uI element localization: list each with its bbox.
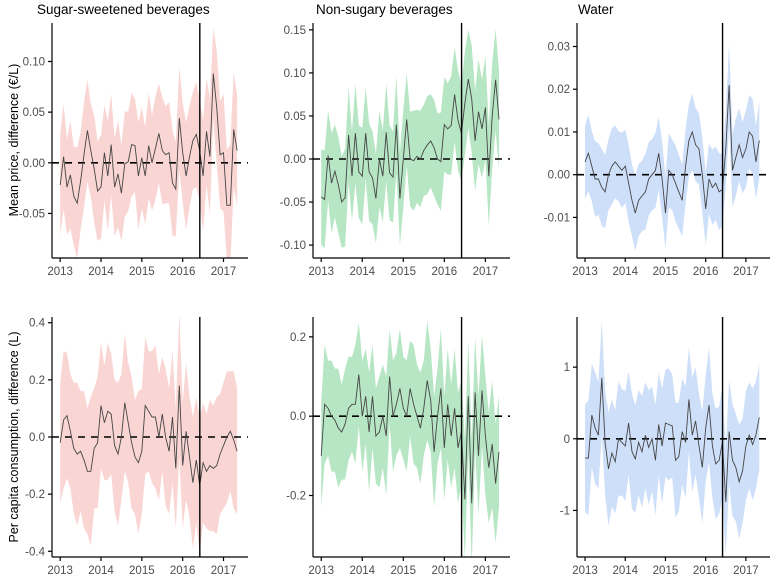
y-tick-label: 0.2 xyxy=(29,375,45,387)
confidence-band xyxy=(60,317,238,555)
estimate-line xyxy=(59,385,238,486)
x-tick-label: 2015 xyxy=(129,565,155,577)
x-tick-label: 2013 xyxy=(47,266,73,278)
x-tick-label: 2015 xyxy=(390,565,416,577)
y-tick-label: 0.05 xyxy=(23,107,45,119)
y-axis-label-consumption: Per capita consumption, difference (L) xyxy=(7,331,21,543)
panel-1-1: -0.2 0.0 0.2 2013 2014 2015 2016 2017 xyxy=(286,317,510,577)
estimate-line xyxy=(59,73,238,206)
y-tick-label: 0.0 xyxy=(29,432,45,444)
confidence-band xyxy=(321,321,499,557)
x-tick-label: 2017 xyxy=(733,266,759,278)
panel-title-non-sugary: Non-sugary beverages xyxy=(316,2,453,17)
x-tick-label: 2014 xyxy=(349,266,375,278)
x-tick-label: 2014 xyxy=(612,266,638,278)
y-tick-label: -0.2 xyxy=(286,491,306,503)
panel-0-2: -0.01 0.00 0.01 0.02 0.03 2013 2014 2015 2016 201… xyxy=(544,23,770,278)
y-tick-label: -0.10 xyxy=(280,240,306,252)
x-tick-label: 2015 xyxy=(653,565,679,577)
panel-1-0: -0.4 -0.2 0.0 0.2 0.4 2013 2014 2015 2016 2017 xyxy=(25,317,248,577)
x-tick-label: 2015 xyxy=(653,266,679,278)
y-tick-label: -0.4 xyxy=(25,546,45,558)
x-tick-label: 2014 xyxy=(349,565,375,577)
y-tick-label: -0.2 xyxy=(25,489,45,501)
y-tick-label: 0 xyxy=(564,434,570,446)
x-tick-label: 2014 xyxy=(612,565,638,577)
confidence-band xyxy=(585,320,760,555)
x-tick-label: 2015 xyxy=(129,266,155,278)
y-tick-label: 0.10 xyxy=(284,68,306,80)
x-tick-label: 2013 xyxy=(47,565,73,577)
estimate-line xyxy=(320,374,500,504)
x-tick-label: 2013 xyxy=(308,266,334,278)
y-tick-label: -0.01 xyxy=(544,212,570,224)
x-tick-label: 2016 xyxy=(170,266,196,278)
panel-title-water: Water xyxy=(578,2,614,17)
x-tick-label: 2014 xyxy=(88,565,114,577)
y-tick-label: 0.05 xyxy=(284,111,306,123)
y-tick-label: 0.02 xyxy=(548,84,570,96)
confidence-band xyxy=(321,29,499,249)
panel-0-0: -0.05 0.00 0.05 0.10 2013 2014 2015 2016 2017 xyxy=(19,23,248,278)
y-tick-label: 0.00 xyxy=(548,170,570,182)
x-tick-label: 2016 xyxy=(432,266,458,278)
x-tick-label: 2013 xyxy=(308,565,334,577)
x-tick-label: 2015 xyxy=(390,266,416,278)
y-tick-label: 0.0 xyxy=(290,411,306,423)
panel-1-2: -1 0 1 2013 2014 2015 2016 2017 xyxy=(560,317,770,577)
y-tick-label: -0.05 xyxy=(19,208,45,220)
x-tick-label: 2016 xyxy=(693,565,719,577)
y-axis-label-price: Mean price, difference (€/L) xyxy=(7,63,21,217)
x-tick-label: 2017 xyxy=(473,565,499,577)
y-tick-label: 0.10 xyxy=(23,56,45,68)
x-tick-label: 2017 xyxy=(473,266,499,278)
x-tick-label: 2013 xyxy=(572,565,598,577)
x-tick-label: 2016 xyxy=(693,266,719,278)
y-tick-label: 0.15 xyxy=(284,25,306,37)
y-tick-label: 0.01 xyxy=(548,127,570,139)
x-tick-label: 2016 xyxy=(170,565,196,577)
x-tick-label: 2014 xyxy=(88,266,114,278)
y-tick-label: -0.05 xyxy=(280,197,306,209)
y-tick-label: 0.00 xyxy=(23,158,45,170)
x-tick-label: 2013 xyxy=(572,266,598,278)
x-tick-label: 2016 xyxy=(432,565,458,577)
estimate-line xyxy=(320,78,500,204)
confidence-band xyxy=(585,44,760,251)
estimate-line xyxy=(584,84,760,214)
x-tick-label: 2017 xyxy=(211,266,237,278)
x-tick-label: 2017 xyxy=(211,565,237,577)
x-tick-label: 2017 xyxy=(733,565,759,577)
y-tick-label: -1 xyxy=(560,505,570,517)
panel-0-1: -0.10 -0.05 0.00 0.05 0.10 0.15 2013 2014 2015 20… xyxy=(280,23,510,278)
y-tick-label: 0.4 xyxy=(29,318,46,330)
y-tick-label: 1 xyxy=(564,362,570,374)
panel-title-sugar-sweetened: Sugar-sweetened beverages xyxy=(37,2,210,17)
y-tick-label: 0.03 xyxy=(548,42,570,54)
estimate-line xyxy=(585,377,760,502)
confidence-band xyxy=(60,28,238,258)
y-tick-label: 0.00 xyxy=(284,154,306,166)
y-tick-label: 0.2 xyxy=(290,332,306,344)
